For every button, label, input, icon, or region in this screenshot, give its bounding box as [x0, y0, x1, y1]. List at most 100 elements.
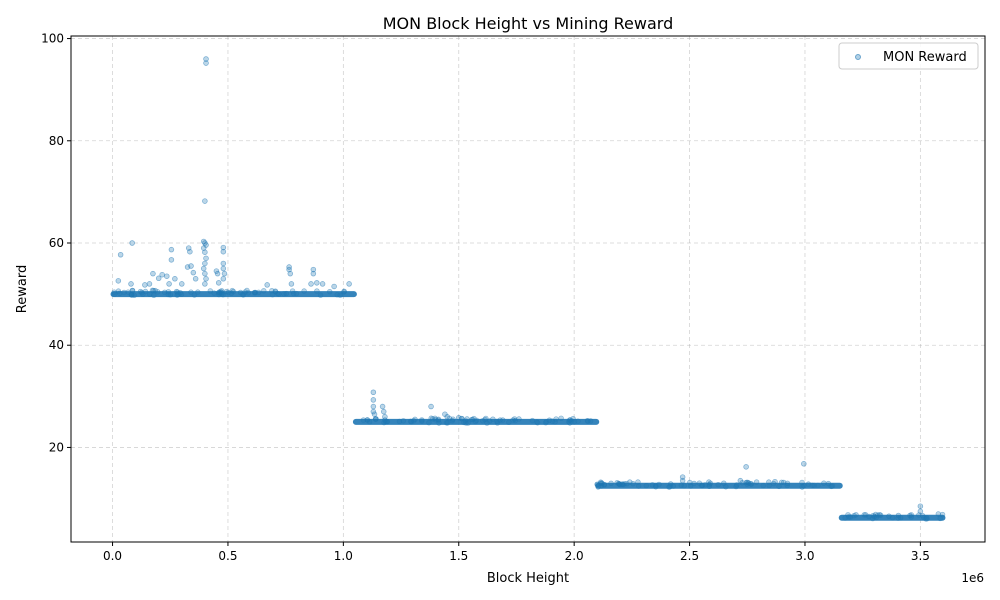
x-axis-label: Block Height: [487, 571, 569, 586]
data-point: [597, 479, 604, 485]
data-point: [290, 290, 297, 297]
data-point: [364, 417, 370, 423]
plot-area: [70, 35, 986, 543]
data-point: [142, 282, 148, 288]
data-point: [346, 281, 352, 287]
data-point: [853, 512, 859, 518]
data-point: [799, 479, 805, 486]
data-point: [310, 266, 317, 273]
data-point: [396, 418, 403, 425]
x-tick-label: 3.5: [911, 549, 930, 563]
data-point: [202, 249, 208, 255]
data-point: [334, 291, 340, 298]
data-point: [221, 270, 228, 277]
data-point: [179, 281, 185, 287]
data-point: [667, 481, 674, 487]
data-point: [617, 481, 623, 488]
data-point: [202, 281, 208, 287]
data-point: [215, 280, 222, 286]
data-point: [776, 483, 782, 490]
data-point: [244, 287, 250, 294]
data-point: [428, 403, 434, 410]
data-point: [195, 289, 201, 295]
data-point: [287, 270, 294, 277]
data-point: [516, 416, 522, 422]
data-point: [815, 482, 821, 489]
data-point: [168, 246, 175, 253]
data-point: [301, 288, 307, 294]
data-point: [111, 291, 118, 297]
data-point: [801, 461, 807, 467]
data-point: [534, 420, 541, 426]
data-point: [846, 514, 852, 520]
data-point: [419, 418, 425, 424]
legend-marker: [855, 54, 861, 60]
data-point: [116, 290, 123, 297]
data-point: [821, 480, 827, 486]
data-point: [166, 281, 172, 287]
x-tick-label: 0.0: [103, 549, 122, 563]
data-point: [214, 270, 221, 277]
data-point: [188, 289, 194, 295]
data-point: [809, 482, 815, 489]
data-point: [917, 508, 924, 515]
data-point: [203, 276, 209, 282]
data-point: [444, 414, 450, 420]
y-tick-label: 100: [41, 32, 64, 46]
data-point: [220, 244, 227, 251]
chart-title: MON Block Height vs Mining Reward: [383, 14, 673, 33]
data-point: [781, 479, 787, 486]
data-point: [129, 288, 136, 294]
data-band: [838, 514, 946, 521]
data-point: [220, 276, 227, 282]
data-point: [679, 477, 686, 484]
data-point: [558, 415, 564, 421]
data-point: [443, 420, 450, 426]
data-point: [327, 288, 333, 295]
data-point: [341, 289, 347, 295]
data-point: [286, 266, 292, 273]
x-tick-label: 0.5: [218, 549, 237, 563]
data-point: [743, 479, 749, 486]
data-point: [886, 513, 892, 519]
data-point: [464, 416, 470, 422]
x-tick-label: 2.5: [680, 549, 699, 563]
data-point: [293, 290, 300, 297]
data-point: [627, 479, 633, 485]
data-point: [203, 60, 209, 66]
data-point: [276, 291, 282, 297]
y-tick-label: 60: [49, 236, 64, 250]
data-point: [314, 288, 320, 294]
data-point: [216, 289, 222, 295]
legend-label: MON Reward: [883, 50, 967, 65]
data-point: [400, 418, 407, 424]
data-point: [164, 273, 170, 279]
data-point: [192, 276, 199, 282]
data-point: [115, 278, 122, 284]
data-point: [529, 417, 536, 424]
data-point: [370, 389, 377, 395]
data-point: [317, 292, 324, 298]
data-point: [200, 245, 207, 251]
data-point: [117, 252, 124, 258]
data-point: [825, 480, 832, 487]
data-point: [220, 260, 227, 267]
data-point: [895, 512, 902, 519]
data-point: [760, 482, 766, 489]
data-point: [734, 482, 740, 488]
data-point: [382, 414, 388, 420]
data-point: [310, 270, 317, 277]
data-point: [283, 290, 289, 297]
data-point: [261, 288, 267, 294]
y-tick-label: 20: [49, 440, 64, 454]
data-point: [411, 418, 417, 424]
data-point: [935, 511, 942, 517]
data-point: [172, 276, 178, 282]
data-point: [908, 514, 914, 520]
data-point: [202, 198, 208, 204]
data-point: [269, 292, 276, 298]
data-point: [678, 482, 684, 488]
data-point: [429, 416, 436, 422]
grid: [71, 36, 985, 542]
